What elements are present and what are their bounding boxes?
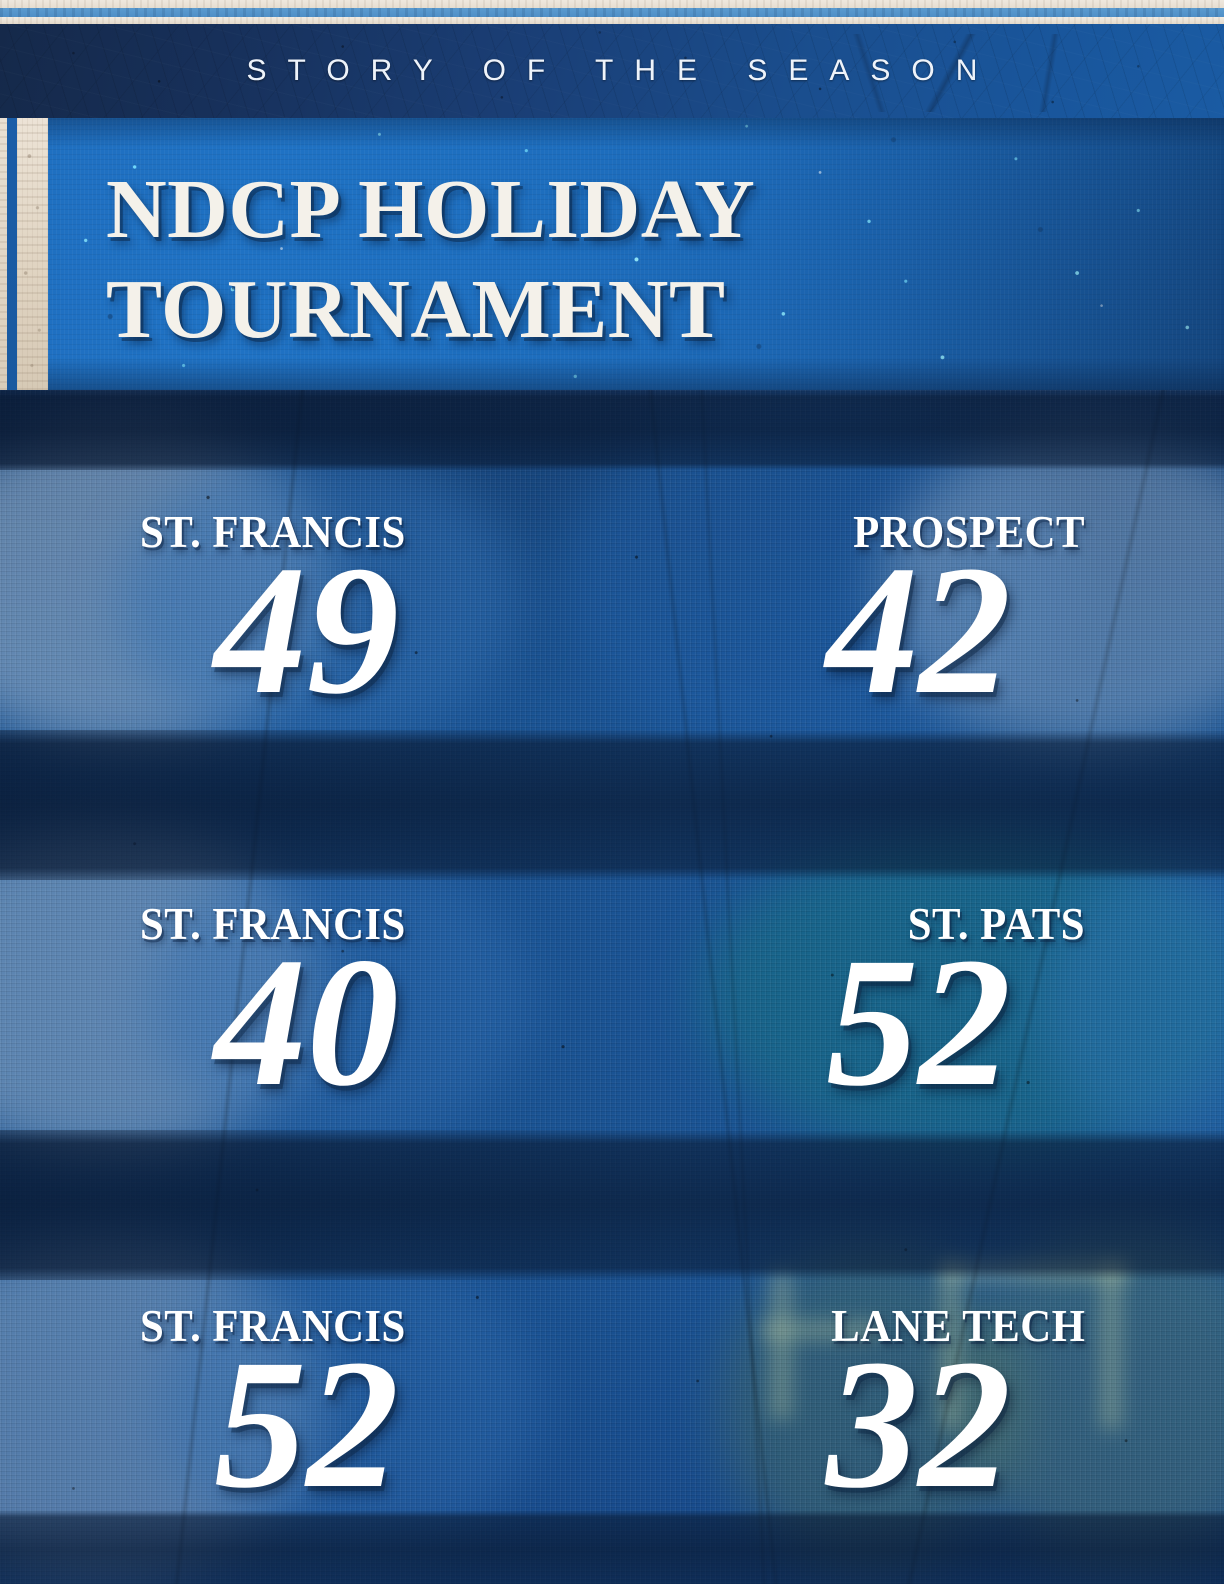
title-dark-flecks [0,118,1224,390]
matchup-team-right: ST. PATS 52 [826,898,1085,1125]
team-score: 42 [826,528,1011,733]
score-row: ST. FRANCIS 40 ST. PATS 52 [0,900,1224,1120]
title-edge-stripe-cream-wide [17,118,48,390]
banner-speckle-texture [0,24,1224,118]
title-edge-stripe-blue [7,118,17,390]
row-divider-1 [0,730,1224,880]
title-edge-stripe-cream-thin [0,118,7,390]
matchup-team-right: LANE TECH 32 [812,1300,1085,1527]
tournament-title-line-2: TOURNAMENT [106,263,726,356]
matchup-team-left: ST. FRANCIS 40 [140,898,426,1125]
team-name: LANE TECH [830,1300,1085,1351]
tournament-title-line-1: NDCP HOLIDAY [106,163,756,256]
row-divider-2 [0,1130,1224,1280]
top-stripe-group [0,0,1224,24]
team-score: 32 [826,1322,1011,1527]
banner-crack-texture [744,34,1164,112]
team-name: ST. PATS [907,898,1085,949]
title-block: NDCP HOLIDAY TOURNAMENT [0,118,1224,390]
scoreboard: ST. FRANCIS 49 PROSPECT 42 ST. FRANCIS 4… [0,390,1224,1584]
scratch-lines-texture [0,390,1224,1584]
top-stripe-cream-upper [0,0,1224,8]
team-name: ST. FRANCIS [140,1300,406,1351]
title-speckle-texture [0,118,1224,390]
matchup-team-left: ST. FRANCIS 52 [140,1300,426,1527]
top-stripe-blue [0,8,1224,17]
row-divider-top [0,390,1224,470]
dust-specks-texture [0,390,1224,1584]
tournament-title: NDCP HOLIDAY TOURNAMENT [106,160,906,360]
team-name: PROSPECT [853,506,1085,557]
title-vignette [0,118,1224,390]
score-row: ST. FRANCIS 49 PROSPECT 42 [0,508,1224,728]
team-score: 40 [214,920,399,1125]
row-divider-bottom [0,1510,1224,1584]
top-stripe-cream-lower [0,17,1224,24]
eyebrow-text: STORY OF THE SEASON [246,54,999,87]
banner-grain-texture [0,24,1224,118]
matchup-team-left: ST. FRANCIS 49 [140,506,426,733]
team-name: ST. FRANCIS [140,898,406,949]
score-row: ST. FRANCIS 52 LANE TECH 32 [0,1302,1224,1522]
team-name: ST. FRANCIS [140,506,406,557]
team-score: 52 [214,1322,399,1527]
matchup-team-right: PROSPECT 42 [826,506,1085,733]
team-score: 52 [826,920,1011,1125]
team-score: 49 [214,528,399,733]
eyebrow-banner: STORY OF THE SEASON [0,24,1224,118]
